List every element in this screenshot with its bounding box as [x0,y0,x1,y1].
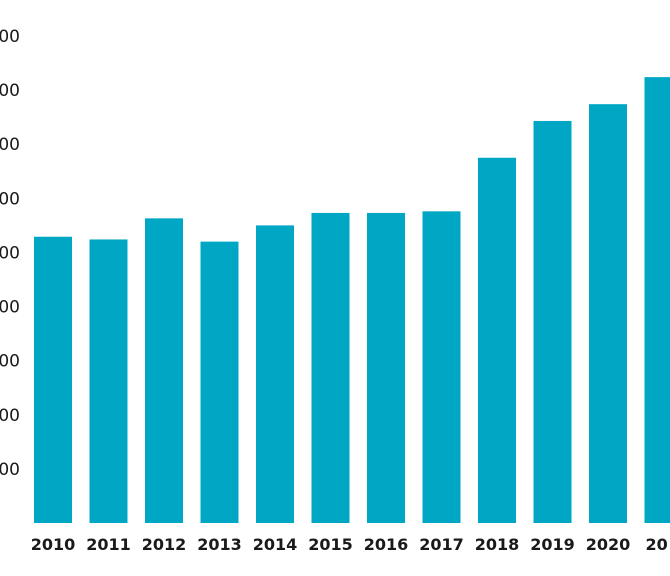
x-tick-label: 2016 [364,535,409,554]
x-tick-label: 2017 [419,535,464,554]
bar-2012 [145,218,183,524]
y-tick-label: 00 [0,243,20,263]
bar-2020 [589,104,627,524]
bar-2011 [89,239,128,524]
x-tick-label: 2013 [197,535,242,554]
bar-2015 [311,212,350,523]
x-tick-label: 2018 [475,535,520,554]
y-tick-label: 00 [0,81,20,101]
x-tick-label: 20 [646,535,668,554]
bar-2010 [34,236,72,523]
y-tick-label: 00 [0,189,20,209]
x-tick-label: 2014 [253,535,298,554]
x-tick-label: 2015 [308,535,353,554]
x-tick-label: 2011 [86,535,131,554]
bar-2021 [644,77,670,523]
x-tick-label: 2012 [142,535,187,554]
y-tick-label: 00 [0,352,20,372]
y-tick-label: 00 [0,406,20,426]
bar-2019 [533,120,572,524]
bar-2016 [367,212,405,523]
y-tick-label: 00 [0,298,20,318]
x-tick-label: 2019 [530,535,575,554]
bar-2018 [478,157,516,523]
bar-2014 [256,225,294,523]
y-tick-label: 00 [0,460,20,480]
bar-2013 [200,241,239,523]
bar-2017 [422,211,461,523]
x-tick-label: 2010 [31,535,76,554]
y-axis-ticks: 00 00 00 00 00 00 00 00 00 [0,27,20,480]
x-axis-ticks: 2010 2011 2012 2013 2014 2015 2016 2017 2018 2019… [31,535,668,554]
x-tick-label: 2020 [586,535,631,554]
y-tick-label: 00 [0,27,20,47]
y-tick-label: 00 [0,135,20,155]
bars [34,77,670,524]
